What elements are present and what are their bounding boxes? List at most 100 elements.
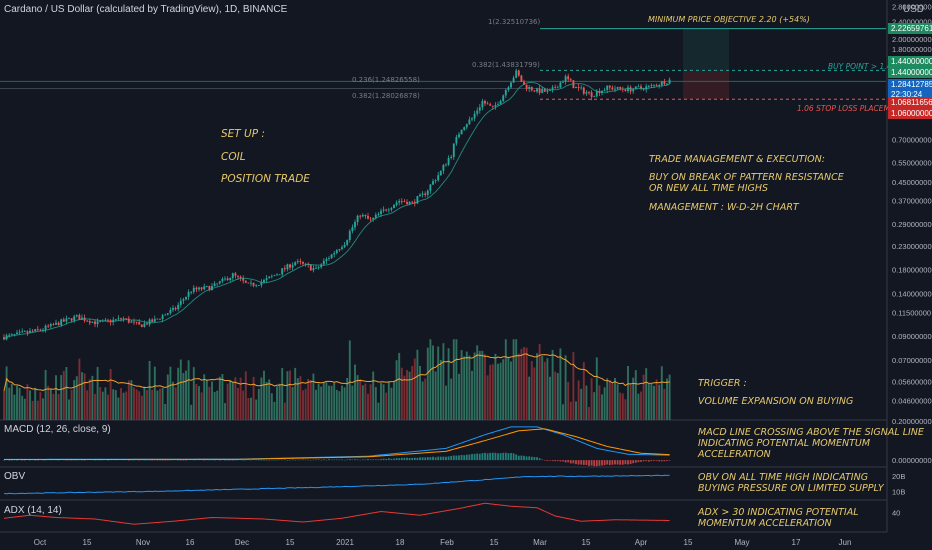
volume-bar (177, 367, 180, 420)
volume-bar (364, 383, 367, 420)
macd-histogram-bar (3, 460, 5, 461)
volume-bar (117, 397, 120, 420)
time-tick-label: 18 (396, 538, 405, 547)
management-note: MANAGEMENT : W-D-2H CHART (649, 202, 799, 213)
volume-bar (445, 385, 447, 420)
candle (60, 319, 63, 326)
volume-bar (31, 400, 34, 420)
macd-histogram-bar (335, 459, 338, 461)
volume-bar (5, 366, 8, 420)
volume-bar (382, 384, 385, 420)
macd-histogram-bar (569, 460, 572, 464)
macd-histogram-bar (247, 459, 250, 461)
macd-histogram-bar (525, 456, 528, 461)
macd-histogram-bar (65, 460, 68, 461)
candle (34, 329, 37, 332)
macd-histogram-bar (250, 459, 252, 461)
macd-histogram-bar (328, 459, 330, 461)
macd-histogram-bar (283, 459, 286, 461)
candle (3, 337, 5, 340)
volume-bar (484, 354, 486, 420)
macd-histogram-bar (213, 460, 216, 461)
candle (190, 291, 193, 293)
macd-histogram-bar (408, 457, 411, 461)
candle (367, 216, 369, 219)
volume-bar (299, 376, 302, 420)
volume-bar (424, 378, 427, 420)
adx-line (3, 502, 670, 525)
fib-level-236: 0.236(1.24826558) (352, 76, 420, 84)
volume-bar (112, 389, 115, 420)
volume-bar (577, 380, 580, 420)
macd-histogram-bar (434, 457, 437, 461)
volume-bar (598, 385, 601, 420)
macd-histogram-bar (463, 455, 466, 461)
candle (36, 329, 39, 330)
volume-bar (608, 380, 611, 420)
volume-bar (395, 360, 398, 420)
volume-bar (460, 350, 463, 420)
volume-bar (543, 361, 546, 420)
volume-bar (135, 389, 138, 420)
volume-bar (60, 375, 63, 420)
volume-bar (658, 384, 661, 420)
volume-bar (429, 339, 432, 420)
macd-histogram-bar (70, 460, 73, 461)
risk-zone (683, 70, 729, 100)
macd-histogram-bar (564, 460, 567, 463)
macd-histogram-bar (567, 460, 570, 463)
candle (512, 77, 515, 83)
macd-histogram-bar (439, 456, 442, 461)
candle (39, 329, 42, 331)
volume-bar (143, 386, 146, 420)
candle (263, 279, 265, 282)
volume-bar (611, 383, 614, 420)
candle (78, 315, 81, 320)
macd-histogram-bar (510, 453, 512, 461)
candle (398, 200, 401, 203)
candle (403, 201, 406, 203)
macd-histogram-bar (203, 460, 206, 461)
candle (530, 86, 533, 91)
candle (439, 170, 442, 176)
candle (18, 331, 21, 333)
time-tick-label: 15 (286, 538, 295, 547)
volume-bar (130, 380, 133, 420)
macd-histogram-bar (504, 452, 507, 461)
candle (580, 87, 583, 89)
candle (595, 91, 598, 97)
volume-bar (57, 393, 60, 420)
candle (582, 87, 585, 94)
candle (31, 330, 34, 332)
candle (114, 319, 117, 321)
macd-histogram-bar (330, 459, 333, 461)
volume-bar (75, 376, 78, 420)
volume-bar (86, 390, 89, 420)
candle (452, 143, 455, 157)
price-tick-label: 0.29000000 (892, 220, 932, 229)
fib-level-382-lower: 0.382(1.28026878) (352, 92, 420, 100)
volume-bar (520, 348, 523, 420)
candle (541, 88, 544, 93)
obv-pane-label: OBV (4, 471, 26, 482)
volume-bar (590, 378, 593, 420)
candle (47, 325, 50, 327)
volume-bar (478, 350, 481, 420)
volume-bar (393, 381, 395, 420)
macd-histogram-bar (614, 460, 616, 465)
volume-bar (317, 383, 320, 420)
candle (385, 209, 388, 211)
volume-bar (580, 388, 583, 420)
candle (231, 273, 234, 279)
volume-bar (647, 384, 650, 420)
macd-histogram-bar (107, 460, 109, 461)
candle (122, 318, 125, 320)
macd-histogram-bar (471, 453, 473, 461)
volume-bar (55, 375, 57, 420)
volume-bar (476, 345, 479, 420)
macd-histogram-bar (117, 459, 120, 461)
macd-histogram-bar (484, 452, 486, 461)
macd-histogram-bar (208, 459, 211, 461)
volume-bar (465, 351, 468, 420)
